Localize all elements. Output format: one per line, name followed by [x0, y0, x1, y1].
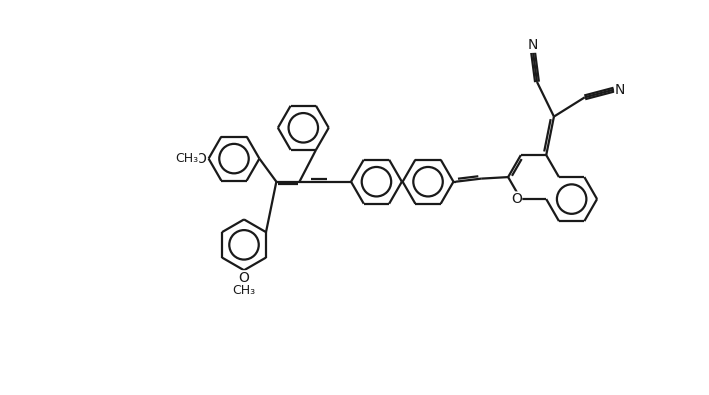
Text: O: O [196, 152, 206, 166]
Text: O: O [238, 271, 250, 285]
Text: O: O [510, 192, 522, 206]
Text: N: N [615, 83, 625, 97]
Text: N: N [528, 38, 538, 52]
Text: CH₃: CH₃ [175, 152, 199, 165]
Text: CH₃: CH₃ [233, 284, 255, 297]
